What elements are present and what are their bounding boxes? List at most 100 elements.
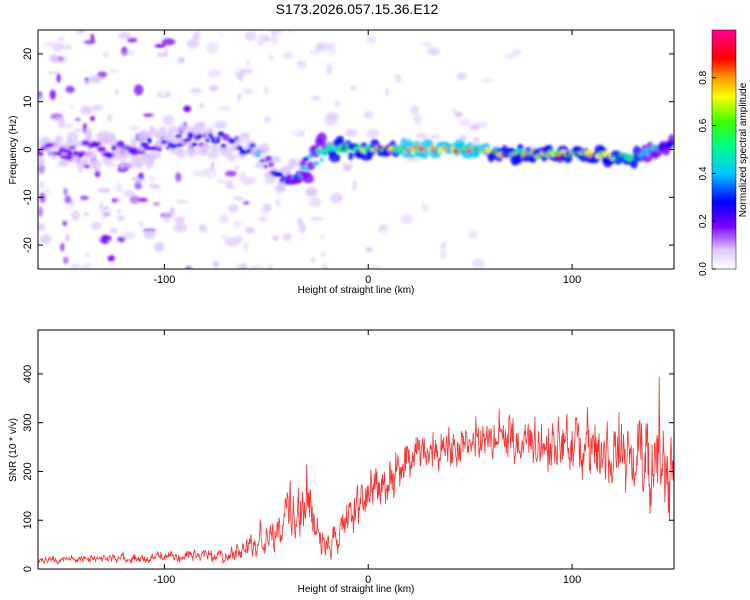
noise-blob xyxy=(63,44,73,50)
noise-blob xyxy=(450,108,457,113)
noise-blob xyxy=(174,216,186,224)
noise-blob xyxy=(107,254,115,262)
ridge-halo xyxy=(112,152,123,161)
ridge-core xyxy=(197,133,202,140)
noise-blob xyxy=(154,44,166,48)
y-tick-label: 300 xyxy=(22,413,34,431)
y-tick-label: -20 xyxy=(22,237,34,253)
ridge-halo xyxy=(254,161,267,169)
ridge-halo xyxy=(107,134,117,145)
noise-blob xyxy=(224,180,234,187)
noise-blob xyxy=(65,85,75,93)
noise-blob xyxy=(225,237,239,247)
ridge-core xyxy=(146,137,152,144)
noise-blob xyxy=(298,95,310,104)
colorbar-tick-label: 0.8 xyxy=(698,70,709,84)
ridge-core xyxy=(186,136,193,141)
noise-blob xyxy=(214,30,229,35)
ridge-halo xyxy=(302,173,314,184)
noise-blob xyxy=(207,69,222,78)
snr-series-line xyxy=(38,376,674,566)
noise-blob xyxy=(114,88,120,95)
noise-blob xyxy=(391,239,403,244)
noise-blob xyxy=(71,190,77,200)
noise-blob xyxy=(320,50,334,58)
noise-blob xyxy=(74,117,81,122)
noise-blob xyxy=(459,118,471,127)
noise-blob xyxy=(49,222,55,230)
ridge-core xyxy=(299,166,307,171)
ridge-core xyxy=(165,145,171,150)
snr-panel: -100 0 100 0 100 200 300 400 Height of straight… xyxy=(8,329,675,595)
ridge-core xyxy=(284,178,290,185)
noise-blob xyxy=(63,256,69,264)
noise-blob xyxy=(228,204,239,213)
ridge-halo xyxy=(176,148,186,159)
x-tick-label: 0 xyxy=(365,574,371,586)
noise-blob xyxy=(405,158,420,162)
ridge-halo xyxy=(148,125,156,137)
noise-blob xyxy=(156,52,169,57)
noise-blob xyxy=(152,202,161,206)
noise-blob xyxy=(342,261,348,269)
noise-blob xyxy=(51,42,65,52)
y-tick-label: 10 xyxy=(22,96,34,108)
noise-blob xyxy=(325,112,339,120)
noise-blob xyxy=(189,87,203,94)
noise-blob xyxy=(296,60,307,69)
noise-blob xyxy=(472,258,486,268)
noise-blob xyxy=(244,31,257,41)
ridge-halo xyxy=(400,137,408,150)
noise-blob xyxy=(58,117,64,129)
noise-blob xyxy=(287,142,295,147)
noise-blob xyxy=(84,253,91,257)
noise-blob xyxy=(365,246,373,253)
noise-blob xyxy=(198,103,205,109)
noise-blob xyxy=(46,71,60,75)
colorbar-tick-label: 0.2 xyxy=(698,214,709,228)
ridge-halo xyxy=(227,154,236,162)
ridge-halo xyxy=(220,147,232,158)
noise-blob xyxy=(115,182,123,193)
noise-blob xyxy=(175,172,182,183)
ridge-core xyxy=(315,148,322,154)
noise-blob xyxy=(89,245,100,250)
noise-blob xyxy=(44,46,54,54)
x-tick-label: 100 xyxy=(563,274,581,286)
noise-blob xyxy=(103,51,109,59)
noise-blob xyxy=(441,249,446,260)
noise-blob xyxy=(200,84,207,94)
noise-blob xyxy=(90,115,95,122)
noise-blob xyxy=(82,212,89,219)
noise-blob xyxy=(326,63,333,75)
ridge-core xyxy=(255,151,261,158)
ridge-core xyxy=(137,150,146,155)
noise-blob xyxy=(365,59,378,64)
noise-blob xyxy=(206,42,220,54)
noise-blob xyxy=(107,239,118,244)
noise-blob xyxy=(305,187,318,197)
colorbar: 0.0 0.2 0.4 0.6 0.8 Normalized spectral ampl… xyxy=(698,29,749,276)
noise-blob xyxy=(489,104,498,114)
noise-blob xyxy=(43,41,55,48)
ridge-halo xyxy=(60,159,69,167)
noise-blob xyxy=(71,247,82,257)
snr-plot-area xyxy=(38,330,674,569)
x-tick-label: -100 xyxy=(153,274,175,286)
ridge-halo xyxy=(277,180,287,192)
noise-blob xyxy=(310,95,321,101)
noise-blob xyxy=(203,167,217,179)
ridge-halo xyxy=(336,135,345,147)
noise-blob xyxy=(212,261,220,268)
ridge-halo xyxy=(102,157,112,165)
ridge-halo xyxy=(214,120,227,129)
noise-blob xyxy=(97,188,111,193)
noise-blob xyxy=(185,49,200,58)
noise-blob xyxy=(333,100,342,108)
noise-blob xyxy=(440,242,447,249)
noise-blob xyxy=(177,245,186,253)
noise-blob xyxy=(194,107,202,113)
noise-blob xyxy=(49,54,60,63)
ridge-core xyxy=(278,178,285,183)
y-tick-label: 20 xyxy=(22,48,34,60)
